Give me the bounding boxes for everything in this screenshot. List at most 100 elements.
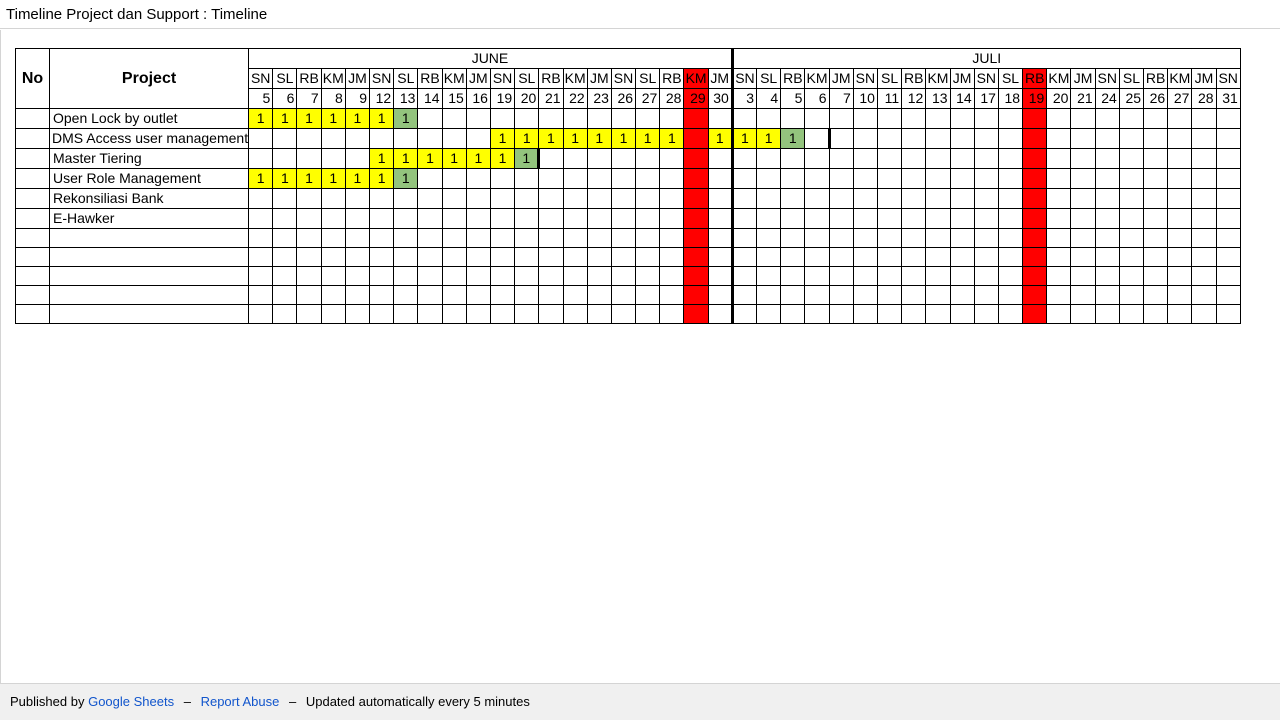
timeline-cell[interactable] — [925, 304, 951, 324]
timeline-cell[interactable] — [828, 108, 854, 129]
timeline-cell[interactable] — [393, 228, 419, 248]
timeline-cell[interactable] — [901, 168, 927, 189]
google-sheets-link[interactable]: Google Sheets — [88, 694, 175, 709]
day-name-cell[interactable]: SN — [369, 68, 395, 89]
row-number-cell[interactable] — [15, 108, 50, 129]
timeline-cell[interactable] — [441, 168, 467, 189]
timeline-cell[interactable] — [1046, 128, 1072, 149]
day-name-cell[interactable]: JM — [828, 68, 854, 89]
timeline-cell[interactable] — [756, 266, 782, 286]
timeline-cell[interactable] — [973, 208, 999, 229]
timeline-cell[interactable] — [804, 208, 830, 229]
timeline-cell[interactable] — [369, 247, 395, 267]
timeline-cell[interactable] — [272, 266, 298, 286]
timeline-cell[interactable]: 1 — [489, 148, 516, 169]
timeline-cell[interactable] — [997, 304, 1024, 324]
timeline-cell[interactable] — [369, 208, 395, 229]
timeline-cell[interactable] — [1094, 108, 1120, 129]
timeline-cell[interactable] — [417, 247, 443, 267]
day-name-cell[interactable]: RB — [659, 68, 685, 89]
timeline-cell[interactable]: 1 — [635, 128, 661, 149]
timeline-cell[interactable] — [731, 266, 758, 286]
timeline-cell[interactable] — [756, 108, 782, 129]
timeline-cell[interactable] — [852, 247, 878, 267]
timeline-cell[interactable] — [465, 128, 491, 149]
timeline-cell[interactable] — [635, 148, 661, 169]
timeline-cell[interactable] — [417, 168, 443, 189]
date-cell[interactable]: 29 — [683, 88, 709, 109]
timeline-cell[interactable] — [296, 228, 322, 248]
timeline-cell[interactable] — [248, 247, 274, 267]
day-name-cell[interactable]: RB — [901, 68, 927, 89]
timeline-cell[interactable] — [973, 188, 999, 209]
timeline-cell[interactable] — [780, 108, 806, 129]
timeline-cell[interactable] — [562, 266, 588, 286]
timeline-cell[interactable] — [393, 208, 419, 229]
timeline-cell[interactable]: 1 — [659, 128, 685, 149]
date-cell[interactable]: 27 — [635, 88, 661, 109]
day-name-cell[interactable]: SN — [610, 68, 637, 89]
timeline-cell[interactable] — [1118, 128, 1145, 149]
timeline-cell[interactable] — [538, 285, 564, 305]
timeline-cell[interactable] — [876, 285, 903, 305]
timeline-cell[interactable] — [635, 108, 661, 129]
timeline-cell[interactable] — [780, 228, 806, 248]
day-name-cell[interactable]: KM — [925, 68, 951, 89]
timeline-cell[interactable] — [756, 285, 782, 305]
timeline-cell[interactable] — [635, 168, 661, 189]
timeline-cell[interactable] — [1046, 228, 1072, 248]
timeline-cell[interactable] — [1094, 266, 1120, 286]
date-cell[interactable]: 12 — [369, 88, 395, 109]
day-name-cell[interactable]: KM — [1046, 68, 1072, 89]
timeline-cell[interactable] — [1215, 128, 1241, 149]
timeline-cell[interactable] — [1118, 108, 1145, 129]
timeline-cell[interactable] — [901, 228, 927, 248]
timeline-cell[interactable] — [538, 188, 564, 209]
timeline-cell[interactable] — [1094, 128, 1120, 149]
timeline-cell[interactable] — [272, 148, 298, 169]
timeline-cell[interactable] — [852, 208, 878, 229]
timeline-cell[interactable] — [586, 208, 612, 229]
timeline-cell[interactable] — [538, 208, 564, 229]
timeline-cell[interactable] — [320, 285, 346, 305]
timeline-cell[interactable] — [852, 304, 878, 324]
timeline-cell[interactable] — [1143, 304, 1169, 324]
timeline-cell[interactable] — [248, 266, 274, 286]
day-name-cell[interactable]: RB — [417, 68, 443, 89]
timeline-cell[interactable] — [828, 304, 854, 324]
timeline-cell[interactable] — [1143, 247, 1169, 267]
timeline-cell[interactable] — [320, 228, 346, 248]
timeline-cell[interactable] — [1143, 228, 1169, 248]
timeline-cell[interactable] — [1070, 188, 1096, 209]
date-cell[interactable]: 5 — [248, 88, 274, 109]
timeline-cell[interactable] — [1022, 304, 1048, 324]
date-cell[interactable]: 25 — [1118, 88, 1145, 109]
timeline-cell[interactable] — [344, 266, 371, 286]
row-number-cell[interactable] — [15, 304, 50, 324]
timeline-cell[interactable] — [1118, 285, 1145, 305]
timeline-cell[interactable] — [610, 168, 637, 189]
project-name-cell[interactable]: Master Tiering — [48, 148, 250, 169]
timeline-cell[interactable] — [610, 108, 637, 129]
timeline-cell[interactable] — [1215, 266, 1241, 286]
timeline-cell[interactable] — [756, 228, 782, 248]
timeline-cell[interactable] — [514, 285, 540, 305]
timeline-cell[interactable] — [804, 304, 830, 324]
timeline-cell[interactable] — [514, 168, 540, 189]
timeline-cell[interactable] — [925, 188, 951, 209]
timeline-cell[interactable] — [925, 228, 951, 248]
day-name-cell[interactable]: JM — [1191, 68, 1217, 89]
day-name-cell[interactable]: SL — [1118, 68, 1145, 89]
project-name-cell[interactable] — [48, 285, 250, 305]
timeline-cell[interactable] — [610, 148, 637, 169]
timeline-cell[interactable] — [683, 128, 709, 149]
timeline-cell[interactable] — [1167, 304, 1193, 324]
date-cell[interactable]: 20 — [514, 88, 540, 109]
timeline-cell[interactable] — [1215, 228, 1241, 248]
timeline-cell[interactable] — [514, 208, 540, 229]
timeline-cell[interactable] — [804, 128, 831, 149]
date-cell[interactable]: 6 — [272, 88, 298, 109]
timeline-cell[interactable] — [901, 304, 927, 324]
date-cell[interactable]: 27 — [1167, 88, 1193, 109]
timeline-cell[interactable] — [925, 168, 951, 189]
